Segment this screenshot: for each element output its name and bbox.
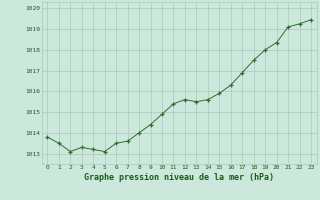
X-axis label: Graphe pression niveau de la mer (hPa): Graphe pression niveau de la mer (hPa) [84, 173, 274, 182]
